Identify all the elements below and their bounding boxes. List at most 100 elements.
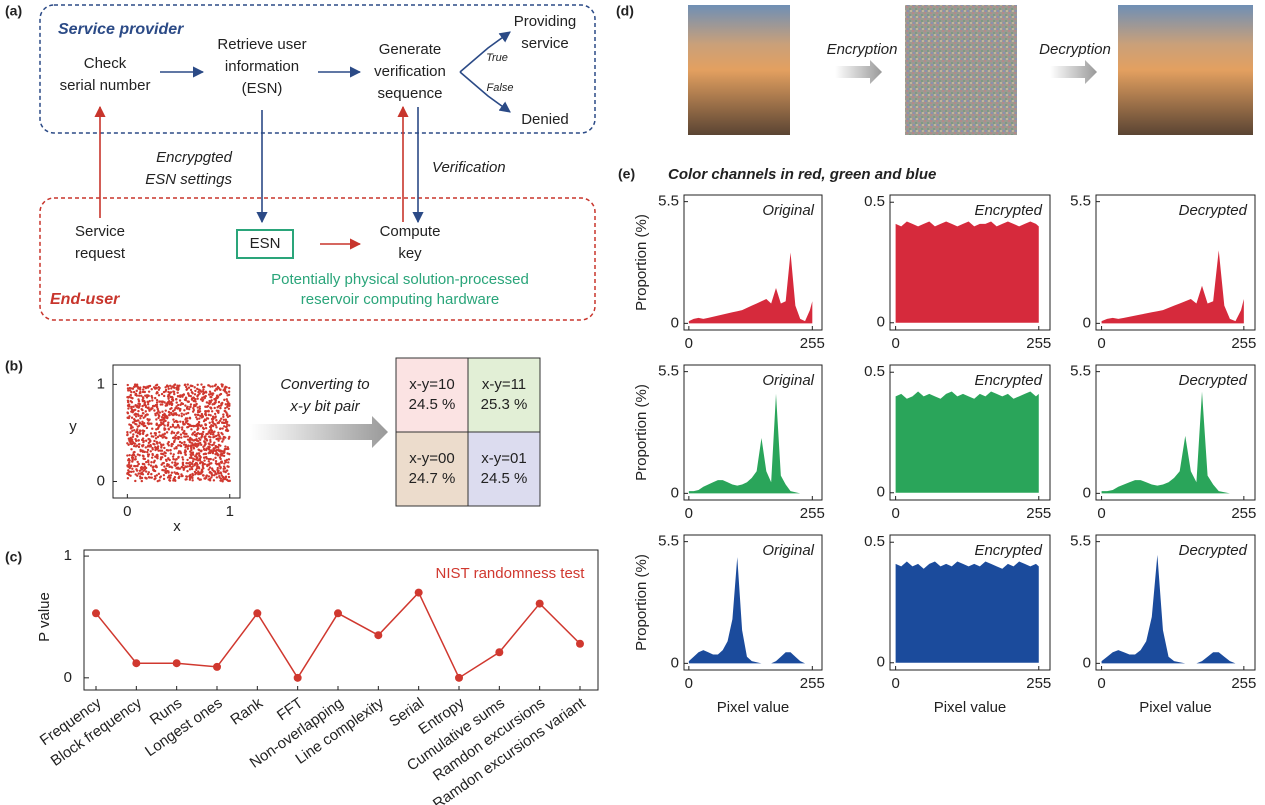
scatter-dot bbox=[170, 407, 173, 410]
scatter-dot bbox=[146, 401, 150, 404]
scatter-dot bbox=[212, 448, 216, 452]
x-tick-label: 255 bbox=[1026, 505, 1051, 522]
scatter-dot bbox=[188, 468, 192, 471]
scatter-dot bbox=[209, 436, 212, 439]
scatter-dot bbox=[210, 467, 214, 470]
scatter-dot bbox=[193, 463, 196, 466]
scatter-dot bbox=[135, 434, 139, 438]
scatter-dot bbox=[192, 439, 196, 442]
scatter-dot bbox=[181, 426, 184, 429]
scatter-dot bbox=[204, 418, 207, 422]
scatter-dot bbox=[171, 442, 174, 446]
scatter-dot bbox=[186, 426, 189, 429]
scatter-dot bbox=[146, 418, 149, 421]
scatter-dot bbox=[132, 405, 135, 408]
scatter-dot bbox=[213, 473, 216, 477]
scatter-dot bbox=[138, 429, 142, 432]
scatter-dot bbox=[220, 403, 223, 406]
scatter-dot bbox=[184, 450, 188, 453]
x-tick-label: 255 bbox=[1231, 505, 1256, 522]
scatter-dot bbox=[217, 472, 221, 475]
scatter-dot bbox=[216, 445, 220, 449]
scatter-dot bbox=[224, 418, 228, 421]
scatter-dot bbox=[147, 453, 151, 456]
scatter-dot bbox=[169, 476, 172, 479]
scatter-dot bbox=[141, 420, 144, 424]
scatter-dot bbox=[197, 443, 200, 447]
scatter-dot bbox=[225, 386, 228, 389]
scatter-dot bbox=[129, 393, 132, 397]
scatter-dot bbox=[167, 390, 170, 394]
scatter-dot bbox=[147, 459, 150, 462]
scatter-dot bbox=[179, 420, 182, 423]
scatter-dot bbox=[168, 402, 171, 406]
node-label: Encrypgted bbox=[156, 149, 233, 166]
scatter-dot bbox=[208, 466, 212, 469]
scatter-dot bbox=[218, 464, 221, 468]
scatter-dot bbox=[188, 416, 192, 420]
scatter-dot bbox=[128, 386, 132, 390]
scatter-dot bbox=[222, 478, 225, 481]
scatter-dot bbox=[225, 391, 228, 394]
panel-label: (c) bbox=[5, 549, 22, 565]
scatter-dot bbox=[187, 386, 191, 389]
line bbox=[95, 591, 581, 680]
node-label: verification bbox=[374, 63, 446, 80]
scatter-dot bbox=[145, 396, 149, 399]
scatter-dot bbox=[146, 433, 149, 437]
scatter-dot bbox=[204, 405, 207, 408]
scatter-dot bbox=[223, 398, 226, 402]
chart-title: Encrypted bbox=[974, 372, 1042, 389]
node-label: True bbox=[486, 52, 508, 64]
scatter-dot bbox=[152, 461, 156, 464]
scatter-dot bbox=[134, 403, 137, 407]
scatter-dot bbox=[213, 389, 217, 392]
scatter-dot bbox=[183, 435, 186, 438]
x-axis-label: Pixel value bbox=[717, 699, 790, 716]
scatter-dot bbox=[133, 413, 136, 416]
node-label: Denied bbox=[521, 111, 569, 128]
scatter-dot bbox=[136, 464, 139, 468]
scatter-dot bbox=[157, 388, 161, 391]
scatter-dot bbox=[224, 447, 227, 451]
scatter-dot bbox=[173, 383, 176, 387]
scatter-dot bbox=[189, 403, 193, 406]
scatter-dot bbox=[143, 390, 147, 394]
scatter-dot bbox=[147, 463, 150, 466]
scatter-dot bbox=[174, 436, 178, 440]
y-axis-label: Proportion (%) bbox=[633, 384, 650, 481]
scatter-dot bbox=[169, 465, 172, 468]
scatter-dot bbox=[173, 413, 176, 416]
scatter-dot bbox=[211, 393, 214, 397]
y-tick-label: 0 bbox=[1083, 654, 1091, 671]
scatter-dot bbox=[134, 455, 137, 458]
scatter-dot bbox=[137, 445, 141, 449]
scatter-dot bbox=[178, 467, 181, 470]
scatter-dot bbox=[128, 453, 131, 457]
scatter-dot bbox=[196, 413, 199, 416]
scatter-dot bbox=[183, 440, 186, 444]
scatter-dot bbox=[223, 425, 226, 428]
scatter-dot bbox=[156, 411, 159, 414]
scatter-dot bbox=[157, 416, 160, 420]
scatter-dot bbox=[167, 470, 170, 473]
scatter-dot bbox=[167, 428, 171, 431]
x-tick-label: 0 bbox=[685, 675, 693, 692]
scatter-dot bbox=[225, 425, 228, 429]
scatter-dot bbox=[191, 457, 195, 460]
panel-label: (b) bbox=[5, 358, 23, 374]
scatter-dot bbox=[169, 391, 172, 394]
scatter-dot bbox=[164, 388, 168, 392]
scatter-dot bbox=[157, 394, 161, 397]
scatter-dot bbox=[188, 478, 192, 481]
scatter-dot bbox=[175, 388, 178, 391]
scatter-dot bbox=[134, 479, 137, 483]
scatter-dot bbox=[204, 435, 207, 438]
scatter-dot bbox=[129, 431, 132, 434]
scatter-dot bbox=[130, 401, 134, 404]
scatter-dot bbox=[214, 459, 218, 463]
scatter-dot bbox=[182, 463, 185, 467]
cell-label: x-y=01 bbox=[481, 450, 526, 467]
scatter-dot bbox=[126, 401, 130, 404]
scatter-dot bbox=[139, 414, 143, 418]
